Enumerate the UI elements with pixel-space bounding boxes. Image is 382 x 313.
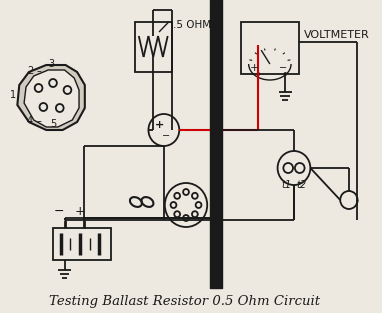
- Circle shape: [165, 183, 207, 227]
- Circle shape: [278, 151, 310, 185]
- Circle shape: [192, 193, 198, 199]
- Text: t1: t1: [281, 180, 291, 190]
- Circle shape: [64, 86, 71, 94]
- Text: +: +: [75, 205, 85, 218]
- Text: −: −: [279, 63, 287, 73]
- Bar: [53, 228, 111, 260]
- Text: +: +: [155, 120, 165, 130]
- Text: −: −: [162, 131, 170, 141]
- Text: 4: 4: [27, 116, 33, 126]
- Circle shape: [174, 193, 180, 199]
- Circle shape: [183, 189, 189, 195]
- Circle shape: [149, 114, 179, 146]
- Circle shape: [284, 73, 287, 75]
- Text: t2: t2: [296, 180, 307, 190]
- Circle shape: [171, 202, 176, 208]
- Text: VOLTMETER: VOLTMETER: [304, 30, 369, 40]
- Circle shape: [196, 202, 201, 208]
- Circle shape: [35, 84, 42, 92]
- Text: 1: 1: [10, 90, 16, 100]
- Text: +: +: [250, 63, 259, 73]
- Text: –: –: [37, 66, 42, 76]
- Bar: [241, 22, 299, 74]
- Circle shape: [340, 191, 358, 209]
- Circle shape: [174, 211, 180, 217]
- Circle shape: [56, 104, 64, 112]
- Text: Testing Ballast Resistor 0.5 Ohm Circuit: Testing Ballast Resistor 0.5 Ohm Circuit: [49, 295, 320, 309]
- Text: 3: 3: [48, 59, 54, 69]
- Circle shape: [183, 215, 189, 221]
- Polygon shape: [17, 65, 85, 130]
- Circle shape: [192, 211, 198, 217]
- Text: −: −: [53, 205, 64, 218]
- Text: .5 OHMS: .5 OHMS: [173, 20, 218, 30]
- Text: –: –: [37, 116, 42, 126]
- Circle shape: [257, 73, 260, 75]
- Circle shape: [39, 103, 47, 111]
- Text: 2: 2: [27, 66, 33, 76]
- Bar: [135, 22, 172, 72]
- Circle shape: [49, 79, 57, 87]
- Circle shape: [283, 163, 293, 173]
- Text: 5: 5: [50, 119, 57, 129]
- Polygon shape: [24, 70, 79, 127]
- Circle shape: [295, 163, 304, 173]
